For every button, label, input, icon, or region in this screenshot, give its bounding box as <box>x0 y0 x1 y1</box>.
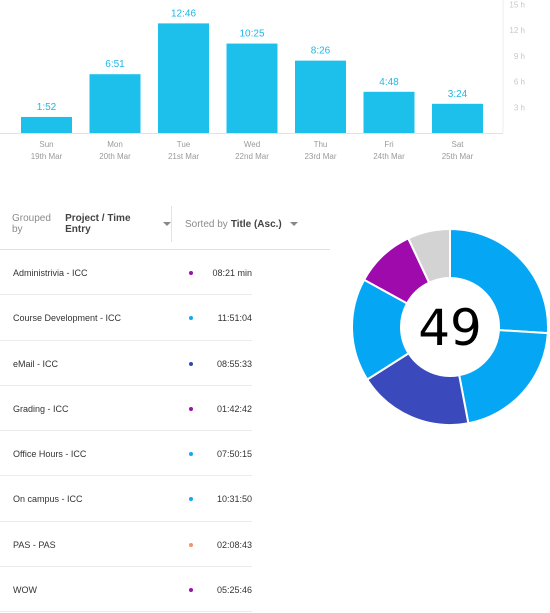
bar-value-label: 10:25 <box>239 29 264 40</box>
list-item[interactable]: Grading - ICC 01:42:42 <box>0 386 252 432</box>
y-tick-label: 15 h <box>509 0 525 9</box>
bar-value-label: 8:26 <box>311 46 331 57</box>
x-tick-label: Tue <box>177 140 191 149</box>
entry-duration: 05:25:46 <box>216 585 252 596</box>
project-color-dot <box>189 588 193 593</box>
y-tick-label: 12 h <box>509 26 525 35</box>
project-color-dot <box>189 542 193 547</box>
y-tick-label: 3 h <box>514 103 525 112</box>
entry-title: PAS - PAS <box>13 539 56 550</box>
grouped-by-prefix: Grouped by <box>12 213 51 235</box>
project-color-dot <box>189 361 193 366</box>
weekly-bar-chart: 3 h 6 h 9 h 12 h 15 h 1:52 Sun 19th Mar 6:51 Mon 2… <box>0 0 550 170</box>
grouped-by-value: Project / Time Entry <box>65 213 131 235</box>
entry-title: Course Development - ICC <box>13 313 122 324</box>
chevron-down-icon <box>289 222 298 226</box>
bar <box>158 23 209 134</box>
project-color-dot <box>189 452 193 457</box>
bar <box>295 60 346 133</box>
x-tick-label: Thu <box>314 140 328 149</box>
grouped-by-dropdown[interactable]: Grouped by Project / Time Entry <box>0 206 172 242</box>
list-item[interactable]: Administrivia - ICC 08:21 min <box>0 250 252 296</box>
entry-title: Office Hours - ICC <box>13 449 87 460</box>
entry-duration: 07:50:15 <box>216 449 252 460</box>
list-item[interactable]: Course Development - ICC 11:51:04 <box>0 295 252 341</box>
x-tick-label: Sat <box>451 140 464 149</box>
list-item[interactable]: WOW 05:25:46 <box>0 567 252 613</box>
x-tick-date-label: 19th Mar <box>31 152 63 161</box>
list-item[interactable]: eMail - ICC 08:55:33 <box>0 341 252 386</box>
entry-title: WOW <box>13 585 37 596</box>
entry-duration: 11:51:04 <box>217 313 252 324</box>
x-tick-date-label: 22nd Mar <box>235 152 269 161</box>
project-color-dot <box>189 316 193 321</box>
bar <box>226 43 278 133</box>
bar <box>89 74 141 133</box>
bar-value-label: 3:24 <box>448 89 468 100</box>
entry-title: Administrivia - ICC <box>13 268 88 278</box>
x-tick-label: Mon <box>107 140 123 149</box>
donut-slice <box>449 227 549 335</box>
x-tick-date-label: 20th Mar <box>99 152 131 161</box>
project-color-dot <box>189 406 193 411</box>
bar <box>21 116 72 133</box>
y-tick-label: 9 h <box>514 52 525 61</box>
entry-title: eMail - ICC <box>13 358 59 369</box>
chevron-down-icon <box>163 222 171 226</box>
sorted-by-prefix: Sorted by <box>185 218 228 230</box>
donut-center-label: 49 <box>418 299 482 357</box>
sorted-by-value: Title (Asc.) <box>230 218 282 230</box>
project-color-dot <box>189 497 193 502</box>
entry-title: Grading - ICC <box>13 403 69 414</box>
x-tick-label: Fri <box>384 140 394 149</box>
x-tick-label: Wed <box>244 140 260 149</box>
bar-value-label: 1:52 <box>37 102 57 113</box>
x-tick-date-label: 24th Mar <box>373 152 405 161</box>
bar-value-label: 12:46 <box>171 8 196 19</box>
y-tick-label: 6 h <box>514 78 525 87</box>
bar-chart-svg: 3 h 6 h 9 h 12 h 15 h 1:52 Sun 19th Mar 6:51 Mon 2… <box>0 0 525 161</box>
list-item[interactable]: PAS - PAS 02:08:43 <box>0 522 252 568</box>
entry-duration: 02:08:43 <box>216 539 252 550</box>
entry-duration: 10:31:50 <box>216 494 252 505</box>
bar-value-label: 6:51 <box>105 59 125 70</box>
bar <box>363 91 415 133</box>
list-toolbar: Grouped by Project / Time Entry Sorted b… <box>0 206 330 242</box>
bar-value-label: 4:48 <box>379 77 399 88</box>
sorted-by-dropdown[interactable]: Sorted by Title (Asc.) <box>172 206 298 242</box>
x-tick-label: Sun <box>39 140 53 149</box>
project-donut-chart: 49 <box>351 227 549 426</box>
toolbar-divider <box>0 249 330 250</box>
x-tick-date-label: 25th Mar <box>442 152 474 161</box>
entry-duration: 08:55:33 <box>216 358 252 369</box>
bar <box>432 103 483 133</box>
donut-slice <box>406 227 451 284</box>
x-tick-date-label: 21st Mar <box>168 152 199 161</box>
list-item[interactable]: Office Hours - ICC 07:50:15 <box>0 431 252 477</box>
entry-duration: 01:42:42 <box>216 403 252 414</box>
project-color-dot <box>189 271 193 275</box>
x-tick-date-label: 23rd Mar <box>304 152 336 161</box>
list-item[interactable]: On campus - ICC 10:31:50 <box>0 476 252 522</box>
entry-title: On campus - ICC <box>13 494 83 505</box>
time-entry-list: Administrivia - ICC 08:21 min Course Dev… <box>0 250 252 613</box>
entry-duration: 08:21 min <box>212 268 252 278</box>
